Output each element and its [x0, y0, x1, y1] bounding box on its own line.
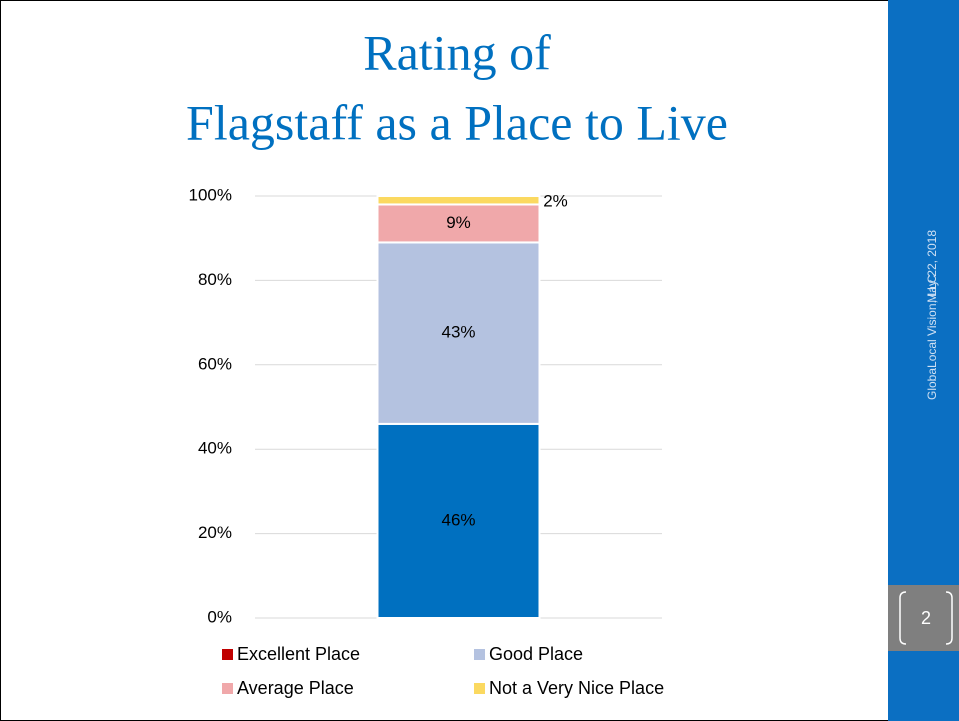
bar-segment — [376, 241, 541, 425]
y-tick-label: 60% — [198, 354, 232, 373]
legend-swatch — [222, 649, 233, 660]
bar-segment — [376, 203, 541, 244]
chart-title: Flagstaff as a Place to Live — [186, 94, 728, 150]
data-label: 2% — [543, 192, 568, 211]
data-label: 46% — [441, 510, 475, 529]
legend-label: Excellent Place — [237, 644, 360, 664]
legend-label: Not a Very Nice Place — [489, 678, 664, 698]
y-tick-label: 100% — [189, 185, 232, 204]
page-number: 2 — [921, 608, 931, 628]
legend-swatch — [474, 649, 485, 660]
y-tick-label: 40% — [198, 439, 232, 458]
y-tick-label: 0% — [207, 607, 232, 626]
chart-title: Rating of — [363, 24, 551, 80]
y-tick-label: 20% — [198, 523, 232, 542]
page-number-bracket — [899, 591, 953, 645]
y-tick-label: 80% — [198, 270, 232, 289]
bar-segment — [376, 422, 541, 619]
legend-label: Good Place — [489, 644, 583, 664]
legend-label: Average Place — [237, 678, 354, 698]
legend-swatch — [474, 683, 485, 694]
footer-date: May 22, 2018 — [925, 230, 939, 303]
data-label: 43% — [441, 323, 475, 342]
legend-swatch — [222, 683, 233, 694]
footer-company: GlobaLocal Vision, LLC — [925, 274, 939, 400]
bar-segment — [376, 195, 541, 206]
data-label: 9% — [446, 213, 471, 232]
